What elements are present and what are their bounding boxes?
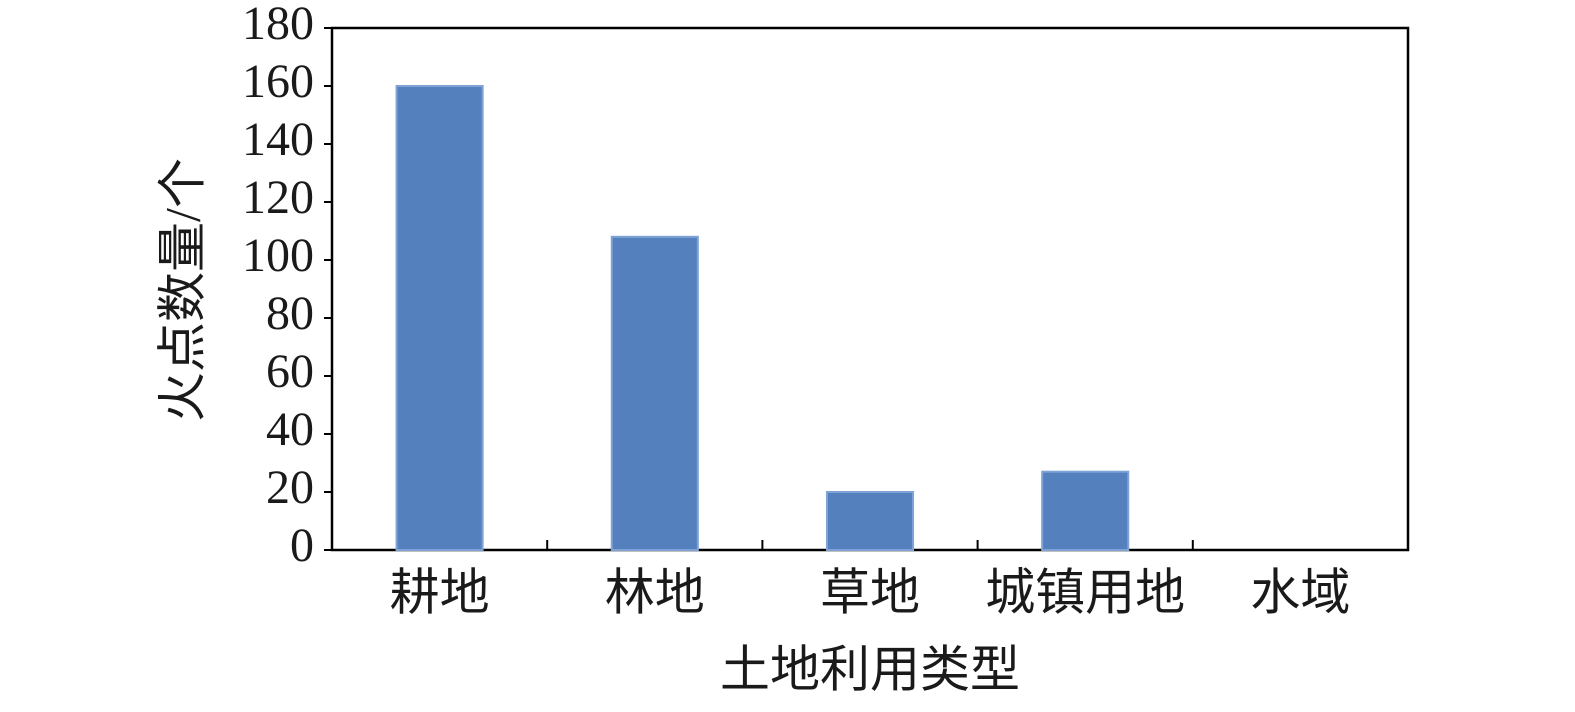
- y-tick-label: 120: [242, 171, 314, 224]
- y-tick-label: 80: [266, 287, 314, 340]
- x-tick-label: 林地: [605, 564, 705, 620]
- bar: [610, 235, 699, 552]
- y-tick-label: 160: [242, 55, 314, 108]
- y-tick-label: 40: [266, 403, 314, 456]
- x-tick-label: 水域: [1250, 564, 1350, 620]
- y-tick-label: 100: [242, 229, 314, 282]
- bar: [825, 491, 915, 551]
- x-tick-label: 草地: [820, 564, 920, 620]
- plot-frame: [330, 26, 1410, 552]
- y-tick-label: 0: [290, 519, 314, 572]
- y-tick-label: 180: [242, 0, 314, 50]
- bar: [1041, 470, 1130, 552]
- y-tick-label: 60: [266, 345, 314, 398]
- y-tick-label: 140: [242, 113, 314, 166]
- y-tick-label: 20: [266, 461, 314, 514]
- x-axis-label: 土地利用类型: [720, 641, 1020, 697]
- x-tick-label: 城镇用地: [985, 564, 1185, 620]
- y-axis-label: 火点数量/个: [154, 158, 210, 422]
- bar: [395, 85, 484, 551]
- x-tick-label: 耕地: [390, 564, 490, 620]
